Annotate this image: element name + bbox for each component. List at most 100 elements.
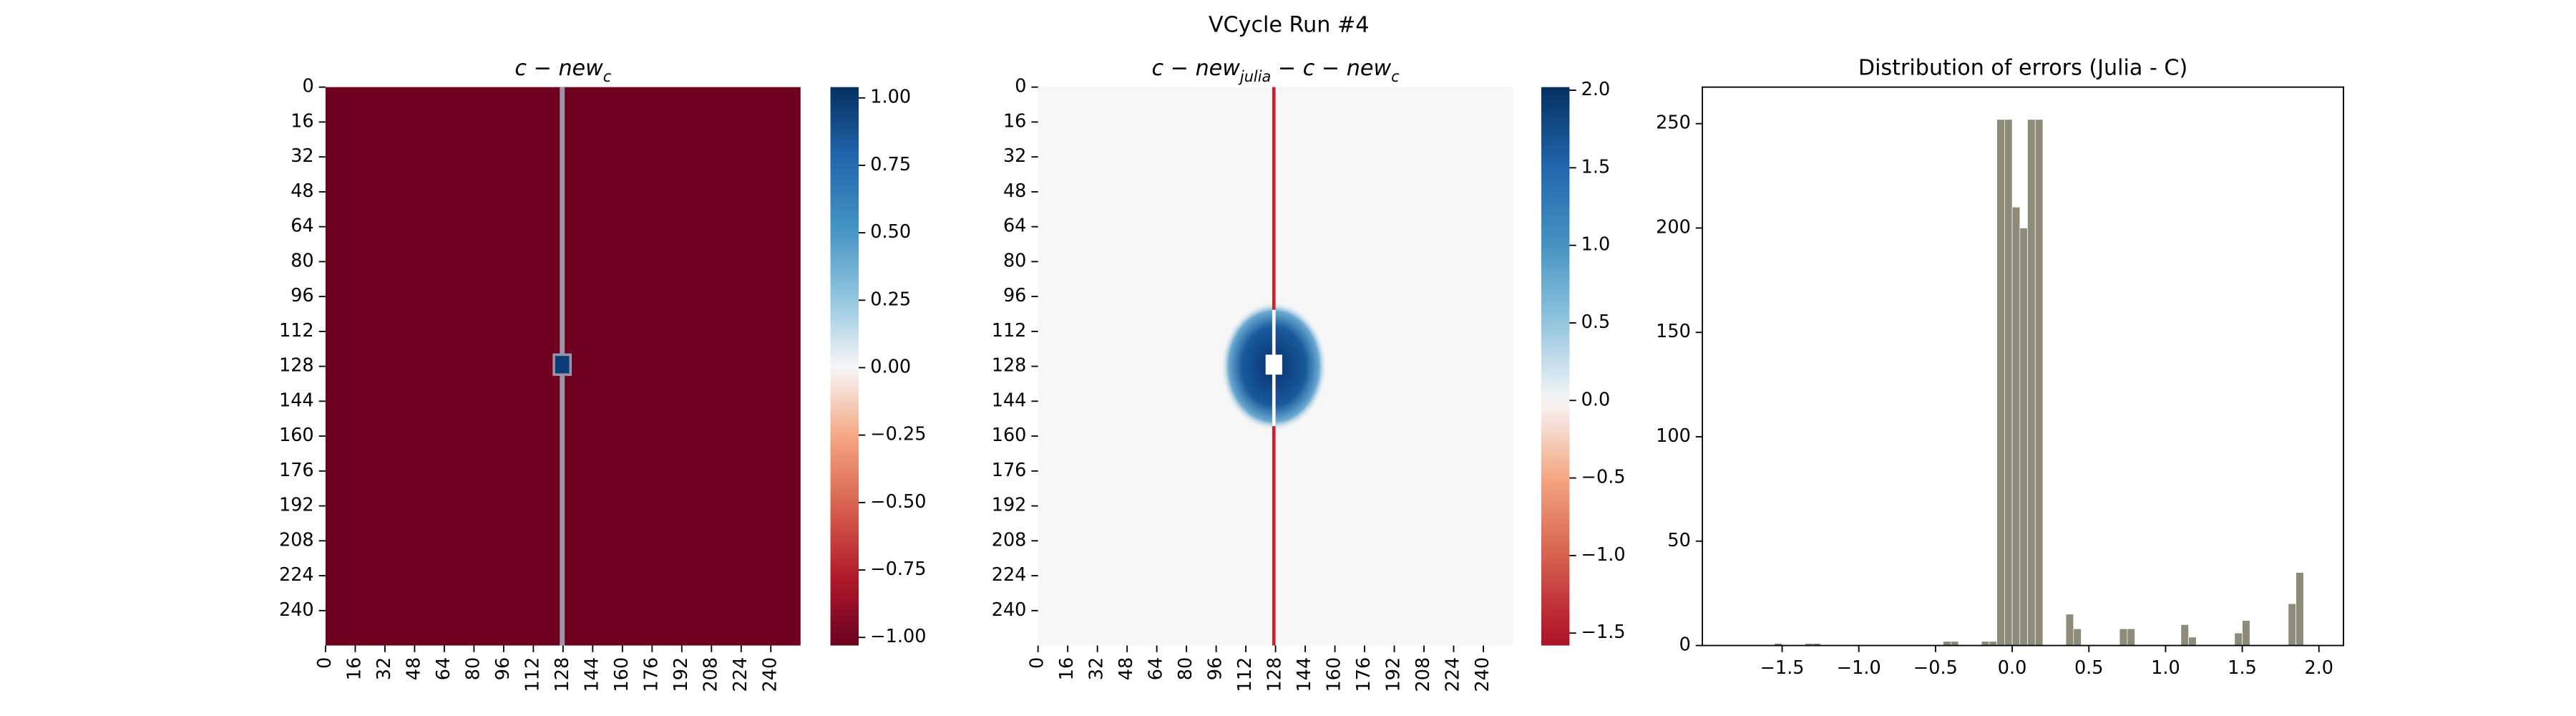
- colorbar-tick-label: 0.75: [870, 154, 911, 175]
- y-tick-label: 32: [291, 145, 313, 167]
- x-tick-label: 64: [1146, 657, 1167, 680]
- x-tick-label: 48: [403, 657, 424, 680]
- x-tick-label: 192: [670, 657, 692, 692]
- histogram-bar: [2127, 628, 2135, 646]
- x-tick-label: −0.5: [1913, 657, 1958, 679]
- colorbar-tick-label: 0.25: [870, 289, 911, 310]
- y-tick-label: 0: [1015, 76, 1026, 97]
- x-tick-label: 240: [759, 657, 781, 692]
- colorbar-tick-label: 0.00: [870, 356, 911, 377]
- colorbar-tick-label: 1.0: [1581, 234, 1611, 256]
- x-tick-label: 0: [1027, 657, 1048, 669]
- y-tick-label: 16: [291, 110, 313, 132]
- histogram-bar: [2119, 628, 2128, 646]
- y-tick-label: 100: [1656, 425, 1691, 447]
- y-tick-label: 176: [992, 460, 1027, 481]
- histogram-bar: [2034, 119, 2044, 646]
- y-tick-label: 144: [992, 390, 1027, 411]
- colorbar-tick-label: 0.0: [1581, 389, 1611, 410]
- histogram-bar: [2004, 119, 2013, 646]
- x-tick-label: 176: [640, 657, 662, 692]
- subplot-title: c − newjulia − c − newc: [1152, 56, 1400, 85]
- heatmap-image: [1038, 87, 1513, 646]
- x-tick-label: 128: [1264, 657, 1286, 692]
- histogram-bar: [2180, 624, 2189, 646]
- y-tick-label: 112: [279, 320, 314, 342]
- y-tick-label: 176: [279, 460, 314, 481]
- x-tick-label: 16: [343, 657, 365, 680]
- y-tick-label: 128: [992, 355, 1027, 377]
- y-tick-label: 150: [1656, 321, 1691, 342]
- colorbar-tick-label: 0.5: [1581, 311, 1611, 333]
- x-tick-label: 96: [492, 657, 514, 680]
- x-tick-label: 224: [1443, 657, 1464, 692]
- x-tick-label: 112: [522, 657, 543, 692]
- x-tick-label: 80: [1175, 657, 1196, 680]
- x-tick-label: 128: [552, 657, 573, 692]
- x-tick-label: 0.5: [2074, 657, 2104, 679]
- y-tick-label: 64: [291, 216, 313, 237]
- histogram-bar: [2065, 614, 2074, 646]
- subplot-title: Distribution of errors (Julia - C): [1858, 56, 2187, 81]
- y-tick-label: 32: [1003, 145, 1026, 167]
- heatmap-image: [325, 87, 801, 646]
- x-tick-label: 96: [1205, 657, 1226, 680]
- histogram-bar: [2073, 628, 2082, 646]
- histogram-bar: [2188, 637, 2197, 646]
- x-tick-label: 48: [1116, 657, 1137, 680]
- colorbar-tick-label: −1.00: [870, 626, 926, 647]
- x-tick-label: 112: [1234, 657, 1256, 692]
- colorbar: [830, 87, 859, 646]
- x-tick-label: 224: [730, 657, 751, 692]
- y-tick-label: 50: [1667, 530, 1690, 551]
- x-tick-label: 1.5: [2228, 657, 2257, 679]
- y-tick-label: 160: [279, 425, 314, 446]
- x-tick-label: −1.5: [1760, 657, 1805, 679]
- y-tick-label: 200: [1656, 216, 1691, 238]
- x-tick-label: 2.0: [2304, 657, 2333, 679]
- y-tick-label: 64: [1003, 216, 1026, 237]
- figure-title: VCycle Run #4: [1209, 12, 1370, 37]
- y-tick-label: 0: [1679, 634, 1691, 656]
- colorbar-tick-label: −0.25: [870, 424, 926, 445]
- y-tick-label: 80: [1003, 250, 1026, 271]
- histogram-bar: [2011, 206, 2021, 646]
- y-tick-label: 224: [279, 564, 314, 586]
- x-tick-label: 16: [1056, 657, 1078, 680]
- colorbar-tick-label: 1.00: [870, 87, 911, 108]
- colorbar-tick-label: −1.5: [1581, 621, 1626, 643]
- title-subscript: julia: [1238, 68, 1271, 85]
- x-tick-label: 144: [581, 657, 602, 692]
- title-subscript: c: [1391, 68, 1400, 85]
- histogram-bar: [2019, 228, 2028, 646]
- title-text: c − new: [514, 56, 603, 81]
- x-tick-label: 240: [1472, 657, 1493, 692]
- y-tick-label: 208: [279, 529, 314, 551]
- y-tick-label: 240: [279, 599, 314, 621]
- y-tick-label: 160: [992, 425, 1027, 446]
- y-tick-label: 96: [1003, 285, 1026, 306]
- y-tick-label: 224: [992, 564, 1027, 586]
- histogram-bar: [2242, 620, 2250, 646]
- subplot-title: c − newc: [514, 56, 611, 85]
- colorbar-tick-label: −0.50: [870, 491, 926, 513]
- histogram-bar: [2296, 572, 2304, 646]
- x-tick-label: 160: [611, 657, 633, 692]
- y-tick-label: 208: [992, 529, 1027, 551]
- y-tick-label: 16: [1003, 110, 1026, 132]
- colorbar-tick-label: −0.5: [1581, 467, 1626, 488]
- colorbar-tick-label: 1.5: [1581, 156, 1611, 178]
- x-tick-label: 144: [1294, 657, 1315, 692]
- y-tick-label: 112: [992, 320, 1027, 342]
- y-tick-label: 192: [279, 495, 314, 516]
- x-tick-label: 0.0: [1998, 657, 2027, 679]
- y-tick-label: 96: [291, 285, 313, 306]
- x-tick-label: −1.0: [1837, 657, 1881, 679]
- y-tick-label: 192: [992, 495, 1027, 516]
- x-tick-label: 32: [374, 657, 395, 680]
- title-subscript: c: [603, 68, 612, 85]
- x-tick-label: 0: [314, 657, 336, 669]
- histogram-bar: [2234, 632, 2243, 646]
- x-tick-label: 64: [433, 657, 454, 680]
